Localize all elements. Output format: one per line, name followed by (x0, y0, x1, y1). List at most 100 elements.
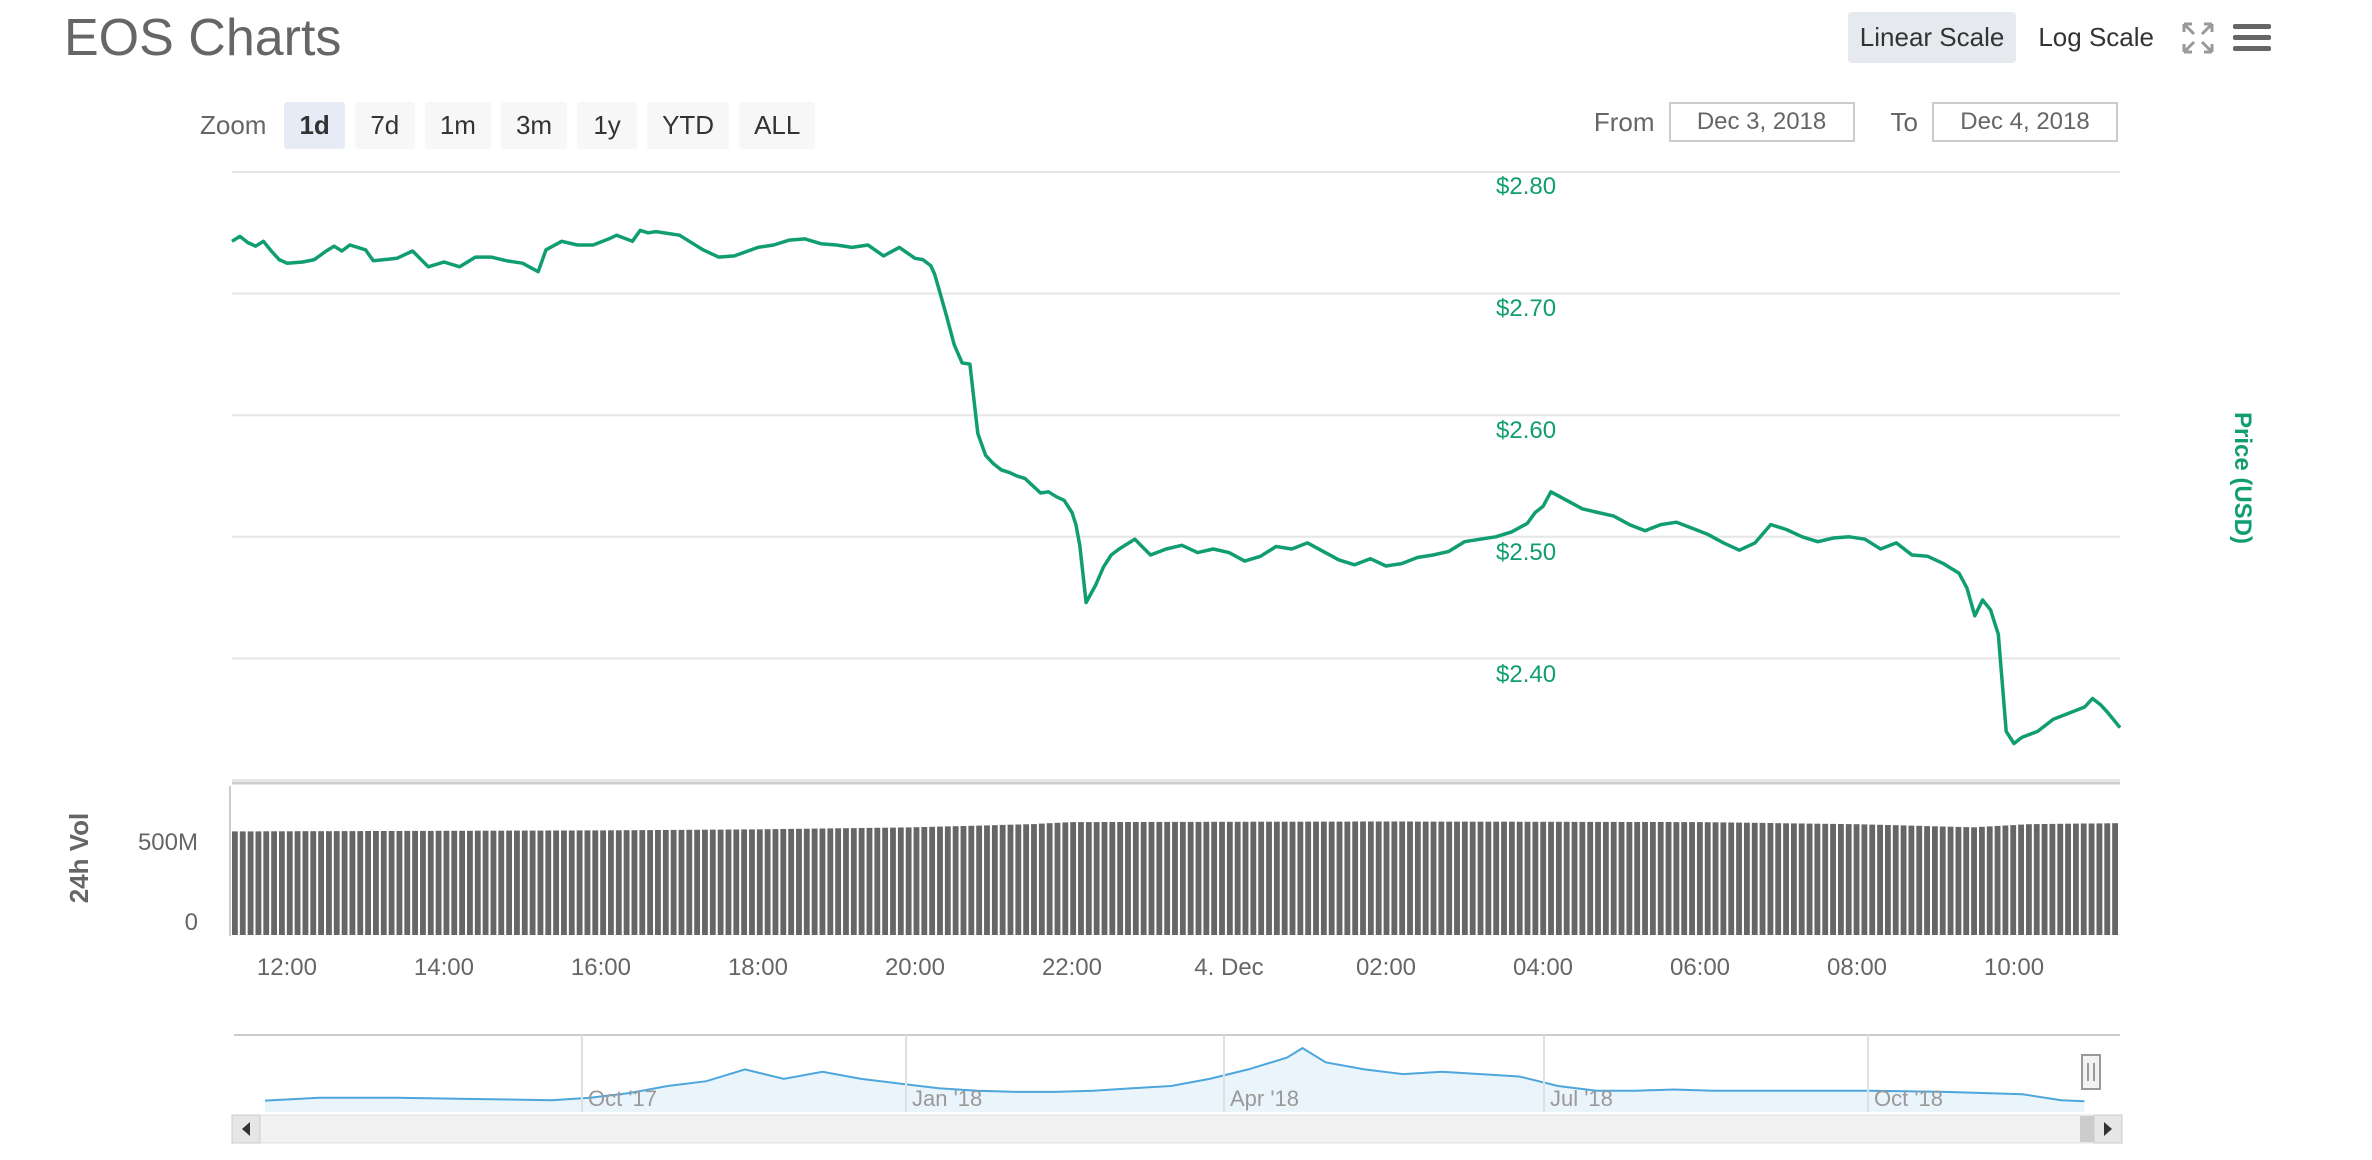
volume-bar (741, 829, 748, 935)
volume-bar (764, 829, 771, 935)
volume-tick-label: 500M (138, 829, 198, 856)
volume-bar (427, 830, 434, 935)
time-tick-label: 14:00 (414, 954, 474, 981)
volume-bar (686, 829, 693, 935)
volume-bar (2104, 823, 2111, 935)
volume-bar (553, 830, 560, 935)
zoom-1m-button[interactable]: 1m (424, 102, 491, 149)
navigator-label: Apr '18 (1230, 1086, 1299, 1111)
to-date-input[interactable] (1932, 102, 2118, 142)
zoom-7d-button[interactable]: 7d (354, 102, 415, 149)
volume-bar (1908, 825, 1915, 935)
volume-bar (1618, 822, 1625, 935)
zoom-1y-button[interactable]: 1y (577, 102, 638, 149)
log-scale-button[interactable]: Log Scale (2038, 22, 2154, 52)
volume-bar (318, 831, 324, 935)
from-label: From (1593, 106, 1655, 137)
volume-bar (568, 830, 575, 935)
volume-bar (788, 828, 795, 935)
volume-bar (1101, 822, 1108, 935)
volume-bar (1516, 821, 1523, 935)
volume-bar (803, 828, 810, 935)
volume-bar (615, 830, 622, 935)
volume-bar (2112, 823, 2118, 935)
zoom-all-button[interactable]: ALL (739, 102, 816, 149)
volume-bar (2088, 823, 2095, 935)
volume-bar (279, 831, 285, 935)
volume-bar (2096, 823, 2103, 935)
volume-bar (1822, 823, 1829, 935)
volume-bar (1994, 825, 2001, 935)
volume-bar (341, 831, 348, 935)
volume-bar (1414, 821, 1421, 935)
volume-bar (255, 831, 262, 935)
volume-bar (2041, 824, 2048, 935)
from-date-input[interactable] (1668, 102, 1855, 142)
volume-bar (1328, 821, 1335, 935)
volume-bar (850, 828, 857, 935)
volume-bar (1775, 823, 1782, 935)
volume-bar (1892, 825, 1899, 935)
volume-tick-label: 0 (185, 909, 198, 936)
volume-bar (1790, 823, 1797, 935)
volume-bar (772, 829, 779, 935)
volume-bar (1007, 824, 1014, 935)
volume-bar (756, 829, 763, 935)
navigator-scrollbar-track[interactable] (231, 1114, 2123, 1144)
volume-bar (537, 830, 544, 935)
volume-bar (1438, 821, 1445, 935)
volume-bar (1610, 821, 1617, 935)
navigator-line (264, 1046, 2085, 1103)
volume-bar (467, 830, 473, 935)
volume-bar (1352, 821, 1359, 935)
volume-bar (678, 829, 685, 935)
volume-bar (1078, 822, 1084, 935)
volume-bar (2002, 825, 2009, 935)
volume-axis-title: 24h Vol (64, 813, 94, 904)
volume-bar (1266, 821, 1272, 935)
zoom-ytd-button[interactable]: YTD (647, 102, 730, 149)
volume-bar (380, 831, 387, 935)
volume-bar (2018, 824, 2024, 935)
price-tick-label: $2.80 (1496, 173, 1556, 200)
time-tick-label: 10:00 (1984, 954, 2044, 981)
volume-bar (811, 828, 818, 935)
volume-bar (263, 831, 270, 935)
volume-bar (905, 827, 912, 935)
volume-bar (474, 830, 481, 935)
volume-bar (1587, 821, 1594, 935)
volume-bar (1289, 821, 1296, 935)
volume-bar (1853, 824, 1860, 935)
volume-bar (1430, 821, 1437, 935)
zoom-1d-button[interactable]: 1d (284, 102, 345, 149)
volume-bar (662, 830, 669, 935)
volume-bar (717, 829, 724, 935)
volume-bar (349, 831, 356, 935)
hamburger-menu-icon[interactable] (2230, 16, 2274, 60)
to-label: To (1890, 106, 1918, 137)
volume-bar (2057, 823, 2064, 935)
navigator-scrollbar-thumb[interactable] (2080, 1116, 2094, 1142)
page-title: EOS Charts (64, 9, 342, 67)
zoom-3m-button[interactable]: 3m (500, 102, 568, 149)
time-tick-label: 06:00 (1670, 954, 1730, 981)
volume-bar (1728, 822, 1735, 935)
time-tick-label: 12:00 (257, 954, 317, 981)
volume-bar (1955, 826, 1962, 935)
navigator[interactable]: Oct '17 Jan '18 Apr '18 Jul '18 Oct '18 (231, 1034, 2123, 1144)
volume-bar (897, 827, 904, 935)
navigator-handle[interactable] (2081, 1054, 2101, 1090)
volume-bar (1156, 821, 1163, 935)
volume-bar (1877, 824, 1883, 935)
volume-bar (1015, 824, 1022, 935)
linear-scale-button[interactable]: Linear Scale (1847, 12, 2017, 63)
volume-bar (1900, 825, 1907, 935)
volume-bar (835, 828, 842, 935)
volume-bar (921, 827, 928, 935)
volume-axis: 500M 0 24h Vol (64, 813, 198, 936)
volume-bar (1673, 822, 1680, 935)
volume-bar (1665, 822, 1672, 935)
volume-bar (2033, 824, 2040, 935)
fullscreen-icon[interactable] (2176, 16, 2220, 60)
volume-bar (749, 829, 755, 935)
